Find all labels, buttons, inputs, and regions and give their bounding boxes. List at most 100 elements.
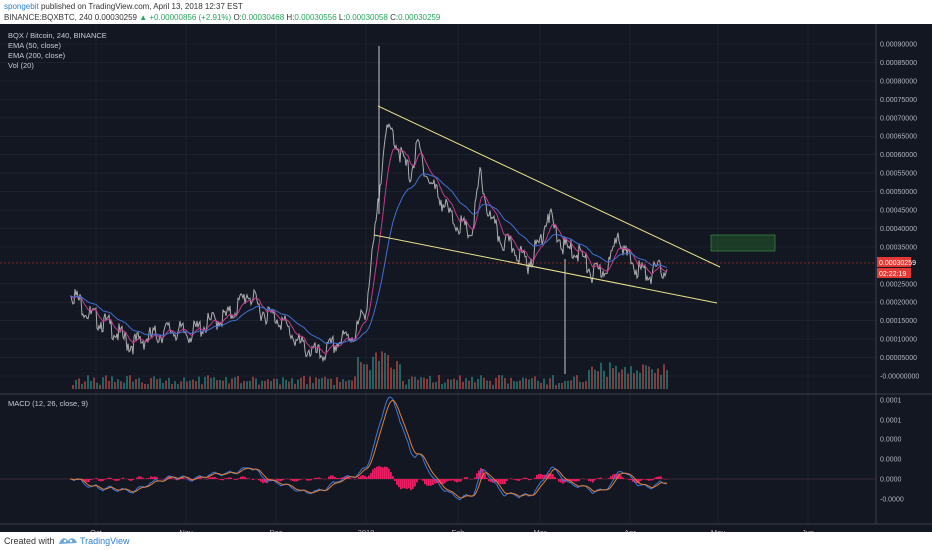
macd-hist-bar: [482, 469, 484, 479]
volume-bar: [414, 376, 416, 389]
macd-hist-bar: [182, 477, 184, 479]
volume-bar: [72, 384, 74, 389]
volume-bar: [447, 379, 449, 389]
macd-hist-bar: [500, 479, 502, 485]
macd-hist-bar: [646, 479, 648, 481]
macd-hist-bar: [550, 473, 552, 479]
volume-bar: [348, 379, 350, 389]
volume-bar: [234, 377, 236, 389]
open-label: O:: [233, 13, 242, 22]
macd-hist-bar: [576, 479, 578, 482]
macd-hist-bar: [84, 479, 86, 483]
volume-bar: [645, 365, 647, 389]
macd-hist-bar: [458, 479, 460, 482]
volume-bar: [216, 380, 218, 389]
published-text: published on TradingView.com, April 13, …: [40, 2, 243, 11]
macd-hist-bar: [490, 479, 492, 483]
macd-hist-bar: [282, 479, 284, 481]
macd-hist-bar: [180, 478, 182, 479]
author-link[interactable]: spongebit: [4, 2, 39, 11]
chart-canvas[interactable]: BQX / Bitcoin, 240, BINANCE EMA (50, clo…: [0, 24, 932, 537]
volume-bar: [429, 375, 431, 389]
volume-bar: [96, 382, 98, 389]
volume-bar: [543, 378, 545, 389]
target-box[interactable]: [710, 234, 776, 252]
volume-bar: [567, 380, 569, 389]
macd-hist-bar: [262, 479, 264, 484]
macd-hist-bar: [566, 479, 568, 482]
macd-hist-bar: [516, 479, 518, 481]
price-axis-label: 0.00080000: [880, 78, 917, 85]
lower-trendline[interactable]: [373, 234, 718, 304]
price-axis[interactable]: 0.00090000 0.00085000 0.00080000 0.00075000…: [880, 42, 919, 381]
volume-bar: [570, 380, 572, 389]
macd-hist-bar: [316, 477, 318, 479]
price-axis-label: 0.00005000: [880, 355, 917, 362]
macd-hist-bar: [538, 473, 540, 479]
macd-axis-label: -0.0000: [880, 497, 904, 504]
macd-axis-label: 0.0000: [880, 437, 902, 444]
price-axis-label: 0.00010000: [880, 337, 917, 344]
volume-bar: [114, 381, 116, 389]
tradingview-brand[interactable]: TradingView: [80, 536, 130, 546]
macd-axis-label: 0.0001: [880, 418, 902, 425]
volume-bar: [387, 354, 389, 389]
volume-bar: [561, 382, 563, 389]
volume-bar: [468, 380, 470, 389]
macd-hist-bar: [146, 478, 148, 479]
macd-hist-bar: [314, 477, 316, 479]
macd-hist-bar: [216, 478, 218, 479]
volume-bar: [312, 383, 314, 389]
macd-hist-bar: [100, 479, 102, 482]
macd-hist-bar: [600, 477, 602, 479]
macd-hist-bar: [236, 479, 238, 480]
volume-bar: [453, 378, 455, 389]
volume-bar: [573, 376, 575, 389]
volume-bar: [351, 380, 353, 389]
macd-hist-bar: [190, 479, 192, 481]
macd-hist-bar: [172, 478, 174, 479]
volume-bar: [498, 375, 500, 389]
volume-bar: [630, 366, 632, 389]
volume-bar: [117, 379, 119, 389]
macd-hist-bar: [466, 477, 468, 479]
volume-bar: [252, 376, 254, 389]
volume-bar: [591, 366, 593, 389]
volume-bar: [546, 384, 548, 389]
macd-hist-bar: [200, 477, 202, 479]
volume-bar: [144, 383, 146, 389]
volume-bar: [474, 382, 476, 389]
volume-bar: [549, 378, 551, 389]
macd-hist-bar: [540, 473, 542, 479]
volume-bar: [372, 356, 374, 389]
volume-bar: [75, 380, 77, 389]
volume-bar: [93, 377, 95, 389]
volume-bar: [273, 378, 275, 389]
publish-info: spongebit published on TradingView.com, …: [4, 2, 243, 11]
macd-hist-bar: [150, 476, 152, 479]
volume-bar: [288, 381, 290, 389]
macd-hist-bar: [362, 474, 364, 479]
macd-hist-bar: [320, 478, 322, 479]
macd-hist-bar: [480, 468, 482, 479]
legend-ema50: EMA (50, close): [8, 41, 61, 50]
macd-hist-bar: [534, 477, 536, 479]
macd-hist-bar: [294, 479, 296, 482]
upper-trendline[interactable]: [377, 105, 721, 268]
volume-bar: [417, 379, 419, 389]
macd-axis-label: 0.0000: [880, 457, 902, 464]
macd-hist-bar: [638, 479, 640, 484]
chart-area[interactable]: BQX / Bitcoin, 240, BINANCE EMA (50, clo…: [0, 24, 932, 537]
volume-bar: [588, 369, 590, 389]
volume-bar: [378, 360, 380, 389]
volume-bar: [636, 370, 638, 389]
macd-hist-bar: [344, 476, 346, 479]
volume-bar: [564, 380, 566, 389]
price-axis-label: 0.00025000: [880, 281, 917, 288]
volume-bar: [222, 380, 224, 389]
macd-axis[interactable]: 0.0001 0.0001 0.0000 0.0000 0.0000 -0.0000: [880, 398, 904, 504]
volume-bar: [270, 381, 272, 389]
signal-line: [70, 399, 667, 499]
volume-bar: [366, 364, 368, 389]
volume-bar: [231, 378, 233, 389]
